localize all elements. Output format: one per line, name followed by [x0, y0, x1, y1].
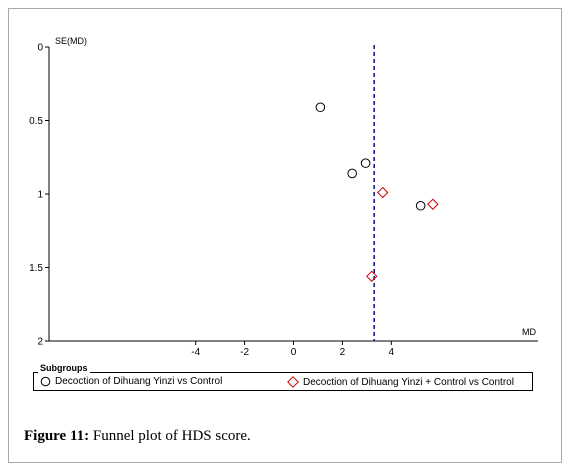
legend-entry-dihuang-yinzi: Decoction of Dihuang Yinzi vs Control	[40, 376, 222, 387]
x-tick-label: 4	[389, 347, 395, 358]
data-point-diamond	[427, 198, 439, 210]
caption-label: Figure 11:	[24, 428, 90, 444]
x-tick-label: 0	[291, 347, 297, 358]
diamond-marker-icon	[287, 376, 299, 388]
y-tick-label: 1	[37, 190, 43, 201]
y-tick-label: 2	[37, 337, 43, 348]
x-tick-label: -2	[240, 347, 249, 358]
data-point-diamond	[366, 270, 378, 283]
x-tick-label: 2	[340, 347, 346, 358]
data-point-circle	[347, 168, 357, 179]
legend-entry-dihuang-yinzi-plus-control: Decoction of Dihuang Yinzi + Control vs …	[287, 376, 514, 388]
figure-caption: Figure 11: Funnel plot of HDS score.	[24, 428, 251, 445]
x-axis-title: MD	[522, 327, 536, 337]
data-point-circle	[415, 200, 426, 211]
y-tick-label: 1.5	[29, 263, 43, 274]
y-tick-label: 0	[37, 43, 43, 54]
x-tick-label: -4	[191, 347, 200, 358]
circle-marker-icon	[40, 376, 51, 387]
figure-frame	[8, 8, 562, 463]
legend-label-dihuang-yinzi: Decoction of Dihuang Yinzi vs Control	[55, 376, 223, 387]
legend-label-dihuang-yinzi-plus-control: Decoction of Dihuang Yinzi + Control vs …	[303, 376, 514, 388]
legend-box	[33, 372, 533, 391]
caption-text: Funnel plot of HDS score.	[89, 428, 251, 444]
data-point-diamond	[377, 186, 389, 199]
y-axis-title: SE(MD)	[55, 36, 87, 46]
data-point-circle	[315, 102, 326, 113]
y-tick-label: 0.5	[29, 116, 43, 127]
data-point-circle	[360, 158, 371, 168]
legend-title: Subgroups	[38, 363, 90, 373]
